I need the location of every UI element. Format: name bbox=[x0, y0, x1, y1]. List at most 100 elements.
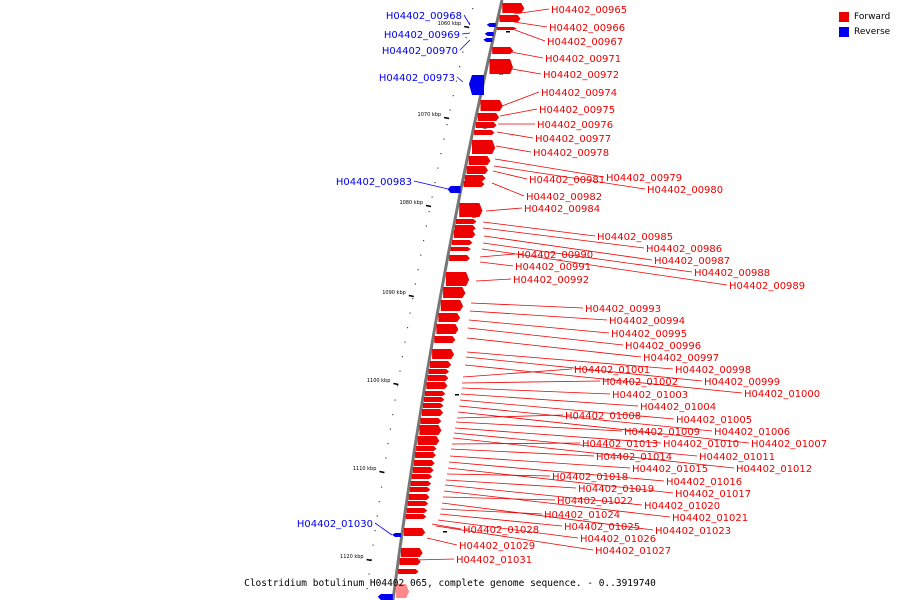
forward-gene-arrow bbox=[492, 47, 514, 54]
reverse-gene-arrow bbox=[392, 533, 402, 537]
reverse-gene-label: H04402_00968 bbox=[386, 11, 462, 22]
minor-tick bbox=[389, 428, 391, 430]
feature-marker bbox=[455, 394, 459, 396]
forward-gene-label: H04402_01022 bbox=[557, 496, 633, 507]
forward-gene-label: H04402_01016 bbox=[666, 477, 742, 488]
forward-gene-arrow bbox=[477, 113, 500, 121]
label-connectors bbox=[374, 8, 750, 561]
forward-gene-label: H04402_00996 bbox=[625, 341, 701, 352]
minor-tick bbox=[409, 312, 411, 314]
forward-gene-label: H04402_00974 bbox=[541, 88, 617, 99]
minor-tick bbox=[423, 240, 425, 242]
label-connector bbox=[482, 242, 693, 273]
tick-label: 1120 kbp bbox=[340, 554, 364, 560]
map-caption: Clostridium botulinum H04402 065, comple… bbox=[244, 578, 656, 589]
reverse-gene-arrow bbox=[486, 23, 496, 27]
forward-gene-arrow bbox=[452, 240, 473, 245]
forward-gene-arrow bbox=[428, 369, 450, 374]
feature-marker bbox=[443, 531, 447, 533]
label-connector bbox=[444, 484, 643, 506]
major-tick bbox=[379, 470, 385, 474]
minor-tick bbox=[462, 51, 464, 53]
label-connector bbox=[452, 437, 735, 469]
forward-gene-arrow bbox=[436, 324, 459, 334]
minor-tick bbox=[380, 486, 383, 488]
minor-tick bbox=[468, 22, 470, 24]
forward-gene-arrow bbox=[396, 584, 410, 598]
forward-gene-arrow bbox=[405, 514, 427, 519]
forward-gene-label: H04402_01010 bbox=[663, 439, 739, 450]
forward-gene-arrow bbox=[401, 548, 423, 557]
forward-gene-label: H04402_01026 bbox=[580, 534, 656, 545]
label-connector bbox=[454, 427, 662, 444]
forward-gene-arrow bbox=[410, 481, 432, 486]
label-connector bbox=[445, 479, 577, 489]
label-connector bbox=[451, 442, 581, 445]
label-connector bbox=[466, 337, 642, 358]
forward-gene-label: H04402_01014 bbox=[596, 452, 672, 463]
label-connector bbox=[495, 145, 532, 153]
forward-gene-arrow bbox=[420, 418, 442, 424]
forward-gene-label: H04402_01009 bbox=[624, 427, 700, 438]
forward-gene-arrow bbox=[453, 230, 476, 238]
forward-gene-label: H04402_01020 bbox=[644, 501, 720, 512]
forward-gene-arrow bbox=[450, 247, 471, 251]
forward-gene-arrow bbox=[430, 361, 452, 368]
forward-gene-arrow bbox=[422, 409, 444, 416]
forward-gene-label: H04402_01007 bbox=[751, 439, 827, 450]
minor-tick bbox=[412, 298, 414, 300]
tick-labels: 1060 kbp 1070 kbp 1080 kbp 1090 kbp 1100 kbp… bbox=[340, 21, 461, 560]
label-connector bbox=[459, 39, 471, 51]
forward-gene-label: H04402_01025 bbox=[564, 522, 640, 533]
forward-gene-arrow bbox=[424, 391, 446, 396]
label-connector bbox=[493, 165, 646, 190]
reverse-gene-label: H04402_00970 bbox=[382, 46, 458, 57]
label-connector bbox=[465, 356, 703, 382]
forward-swatch bbox=[839, 11, 849, 22]
label-connector bbox=[482, 221, 596, 237]
label-connector bbox=[460, 393, 639, 407]
forward-gene-arrow bbox=[463, 181, 485, 187]
label-connector bbox=[435, 525, 594, 551]
forward-gene-arrow bbox=[406, 508, 428, 513]
tick-label: 1110 kbp bbox=[353, 466, 377, 472]
minor-tick bbox=[446, 124, 448, 126]
minor-tick bbox=[374, 530, 376, 532]
major-tick bbox=[393, 382, 399, 386]
forward-gene-arrow bbox=[499, 15, 521, 22]
label-connector bbox=[482, 227, 645, 249]
forward-gene-label: H04402_00980 bbox=[647, 185, 723, 196]
minor-tick bbox=[401, 356, 403, 358]
major-tick bbox=[425, 204, 432, 208]
forward-gene-label: H04402_00976 bbox=[537, 120, 613, 131]
label-connector bbox=[463, 14, 471, 26]
label-connector bbox=[467, 327, 624, 346]
forward-gene-label: H04402_00997 bbox=[643, 353, 719, 364]
minor-tick bbox=[394, 399, 396, 401]
forward-gene-arrow bbox=[399, 558, 421, 565]
forward-gene-arrow bbox=[423, 397, 445, 402]
legend-forward: Forward bbox=[839, 9, 890, 24]
forward-gene-arrow bbox=[456, 219, 477, 224]
forward-gene-arrow bbox=[434, 336, 456, 343]
forward-gene-arrow bbox=[474, 130, 495, 135]
minor-tick bbox=[417, 269, 419, 271]
forward-gene-label: H04402_00982 bbox=[526, 192, 602, 203]
label-connector bbox=[491, 182, 525, 197]
forward-gene-label: H04402_00990 bbox=[517, 250, 593, 261]
legend: Forward Reverse bbox=[839, 9, 890, 39]
reverse-gene-arrow bbox=[484, 32, 494, 36]
minor-tick bbox=[385, 457, 387, 459]
forward-gene-arrow bbox=[443, 287, 466, 298]
minor-tick bbox=[472, 8, 474, 10]
forward-gene-label: H04402_00992 bbox=[513, 275, 589, 286]
label-connector bbox=[442, 496, 556, 501]
forward-gene-label: H04402_00977 bbox=[535, 134, 611, 145]
label-connector bbox=[466, 351, 674, 370]
label-connector bbox=[450, 448, 595, 457]
forward-gene-label: H04402_00978 bbox=[533, 148, 609, 159]
minor-tick bbox=[431, 196, 433, 198]
tick-label: 1100 kbp bbox=[367, 378, 391, 384]
forward-gene-arrow bbox=[480, 100, 503, 111]
forward-gene-label: H04402_00971 bbox=[545, 54, 621, 65]
